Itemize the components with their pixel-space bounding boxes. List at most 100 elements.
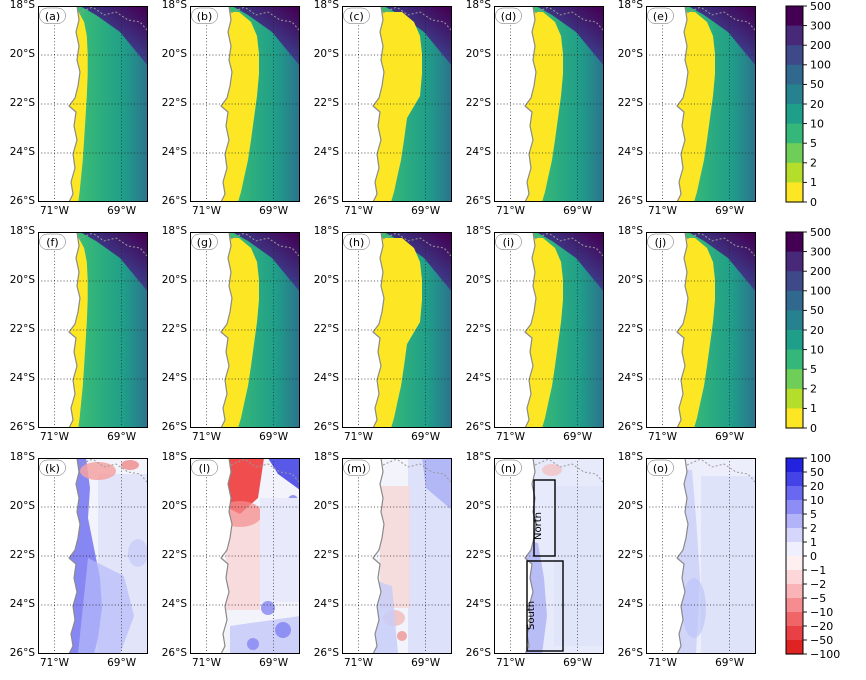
panel-frame (646, 232, 756, 428)
panel-label: (j) (647, 233, 674, 250)
graticule (494, 6, 604, 202)
y-tick-label: 22°S (9, 97, 35, 109)
graticule (38, 6, 148, 202)
x-tick-label: 69°W (107, 657, 137, 669)
y-tick-label: 20°S (313, 500, 339, 512)
panel-label-text: (d) (501, 10, 517, 23)
y-tick-label: 26°S (465, 195, 491, 207)
map-wrap: (a) (38, 5, 148, 206)
y-tick-label: 20°S (617, 500, 643, 512)
y-tick-label: 26°S (161, 421, 187, 433)
coastline (68, 231, 81, 429)
colorbar-tick-label: −100 (810, 648, 840, 661)
panel-label: (b) (191, 7, 218, 24)
colorbar: 100 50 20 10 5 2 1 0 −1 −2 −5 −10 −20 −5… (785, 452, 840, 661)
y-tick-label: 22°S (161, 97, 187, 109)
panel-frame (494, 6, 604, 202)
y-tick-label: 18°S (465, 0, 491, 11)
panel-cell-j: (j) 18°S 20°S 22°S 24°S 26°S 71°W 69°W (612, 225, 764, 452)
y-tick-label: 20°S (313, 274, 339, 286)
x-tick-label: 71°W (496, 431, 525, 443)
y-tick-label: 24°S (313, 146, 339, 158)
coastline (220, 457, 233, 655)
x-tick-label: 71°W (192, 657, 221, 669)
colorbar-segment (786, 330, 803, 351)
y-tick-label: 26°S (9, 647, 35, 659)
map-field-high (232, 232, 300, 292)
colorbar-tick-label: 100 (810, 59, 831, 72)
y-tick-label: 18°S (617, 0, 643, 11)
panel-cell-o: (o) 18°S 20°S 22°S 24°S 26°S 71°W 69°W (612, 451, 764, 678)
x-tick-label: 69°W (715, 657, 745, 669)
colorbar-tick-label: 1 (810, 176, 817, 189)
colorbar-tick-label: 0 (810, 422, 817, 435)
colorbar-segment (786, 486, 803, 501)
x-tick-label: 71°W (648, 431, 677, 443)
y-tick-label: 22°S (465, 97, 491, 109)
map-panel: North South (n) (494, 457, 604, 655)
country-border (230, 457, 300, 483)
y-tick-label: 18°S (465, 225, 491, 237)
x-tick-label: 71°W (40, 205, 69, 217)
panel-cell-h: (h) 18°S 20°S 22°S 24°S 26°S 71°W 69°W (308, 225, 460, 452)
colorbar-segment (786, 570, 803, 585)
colorbar-tick-label: 2 (810, 522, 817, 535)
map-panel: (d) (494, 5, 604, 203)
y-tick-label: 22°S (9, 323, 35, 335)
panel-frame (38, 6, 148, 202)
x-tick-label: 69°W (715, 431, 745, 443)
y-tick-label: 26°S (161, 195, 187, 207)
map-wrap: (e) (646, 5, 756, 206)
y-tick-label: 24°S (161, 598, 187, 610)
x-tick-label: 69°W (259, 431, 289, 443)
colorbar-tick-label: 500 (810, 0, 831, 13)
panel-label-text: (k) (45, 462, 60, 475)
y-tick-label: 24°S (9, 598, 35, 610)
panel-label-text: (j) (655, 236, 667, 249)
panel-frame (38, 458, 148, 654)
y-tick-label: 26°S (617, 421, 643, 433)
colorbar-segment (786, 640, 803, 655)
north-box (533, 479, 556, 557)
panel-label-text: (g) (197, 236, 213, 249)
x-tick-label: 71°W (496, 657, 525, 669)
map-panel: (h) (342, 231, 452, 429)
colorbar-tick-label: −2 (810, 578, 826, 591)
graticule (494, 232, 604, 428)
x-tick-label: 69°W (107, 205, 137, 217)
map-wrap: (b) (190, 5, 300, 206)
colorbar-segment (786, 251, 803, 272)
y-tick-label: 26°S (313, 647, 339, 659)
map-wrap: North South (n) (494, 457, 604, 658)
map-wrap: (j) (646, 231, 756, 432)
colorbar-tick-label: 200 (810, 39, 831, 52)
x-tick-label: 69°W (563, 431, 593, 443)
colorbar: 500 300 200 100 50 20 10 5 2 1 0 (785, 226, 831, 435)
north-box-label: North (533, 512, 544, 540)
x-tick-label: 71°W (344, 205, 373, 217)
colorbar-tick-label: 0 (810, 196, 817, 209)
panel-label-text: (o) (653, 462, 668, 475)
y-tick-label: 18°S (161, 451, 187, 463)
colorbar-tick-label: 5 (810, 363, 817, 376)
map-field-high (384, 232, 452, 292)
colorbar-tick-label: 500 (810, 226, 831, 239)
map-panel: (f) (38, 231, 148, 429)
coastline (220, 231, 233, 429)
x-tick-label: 71°W (344, 431, 373, 443)
colorbar-tick-label: 50 (810, 78, 824, 91)
panel-frame (494, 232, 604, 428)
coastline (220, 5, 233, 203)
y-tick-label: 24°S (465, 146, 491, 158)
map-panel: (c) (342, 5, 452, 203)
panel-frame (190, 458, 300, 654)
colorbar-tick-label: −20 (810, 620, 833, 633)
coastline (372, 5, 385, 203)
y-tick-label: 24°S (617, 598, 643, 610)
y-tick-label: 24°S (465, 598, 491, 610)
panel-label: (g) (191, 233, 218, 250)
y-tick-label: 22°S (617, 323, 643, 335)
map-field-high (688, 232, 756, 292)
colorbar-tick-label: 1 (810, 402, 817, 415)
map-wrap: (i) (494, 231, 604, 432)
